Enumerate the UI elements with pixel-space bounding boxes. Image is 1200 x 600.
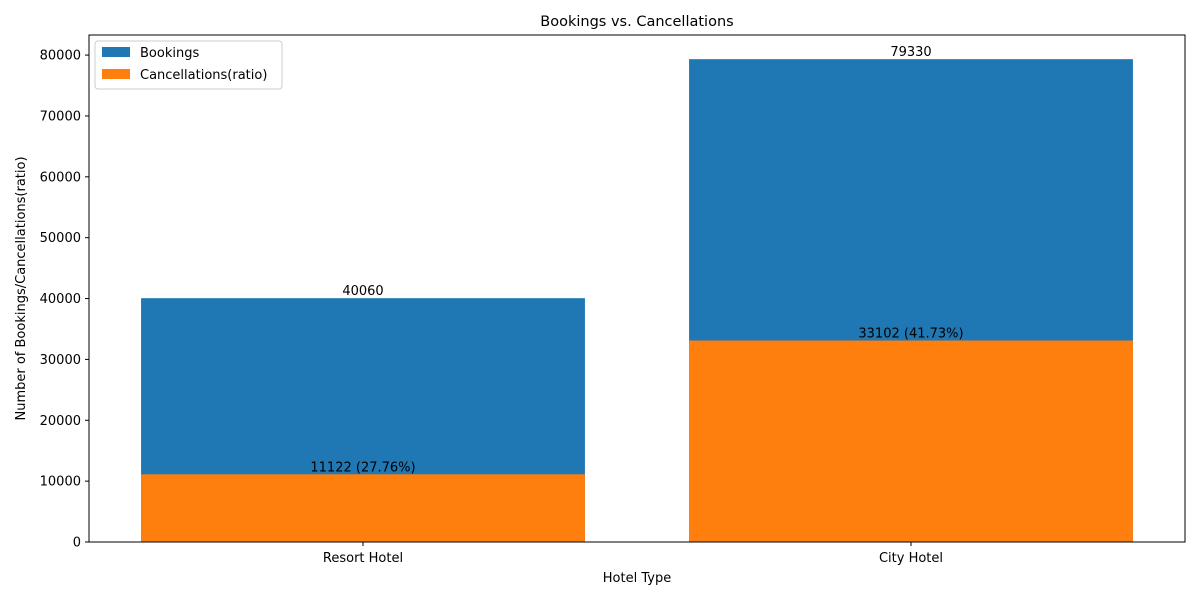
legend-swatch-cancellations	[102, 69, 130, 79]
y-tick-label: 50000	[40, 231, 81, 246]
y-tick-label: 80000	[40, 49, 81, 64]
y-tick-label: 30000	[40, 353, 81, 368]
chart-title: Bookings vs. Cancellations	[540, 14, 733, 30]
bars-layer	[141, 59, 1133, 542]
bar-cancellations-0	[141, 474, 585, 542]
legend-swatch-bookings	[102, 47, 130, 57]
y-tick-label: 40000	[40, 292, 81, 307]
plot-frame	[88, 34, 1186, 543]
y-tick-label: 20000	[40, 414, 81, 429]
y-tick-label: 0	[73, 536, 81, 551]
legend: Bookings Cancellations(ratio)	[94, 40, 283, 90]
legend-box	[94, 40, 283, 90]
y-tick-label: 70000	[40, 109, 81, 124]
bar-label-cancellations-1: 33102 (41.73%)	[858, 327, 963, 342]
x-tick-label: Resort Hotel	[323, 551, 403, 566]
bar-label-cancellations-0: 11122 (27.76%)	[310, 460, 415, 475]
y-axis-ticks: 0 10000 20000 30000 40000 50000 60000 70000 8000…	[40, 49, 89, 551]
legend-label-cancellations: Cancellations(ratio)	[140, 68, 267, 83]
bar-cancellations-1	[689, 340, 1133, 542]
bar-label-bookings-0: 40060	[342, 284, 383, 299]
y-tick-label: 10000	[40, 475, 81, 490]
bar-labels-layer: 40060 79330 11122 (27.76%) 33102 (41.73%)	[310, 45, 963, 475]
y-axis-label: Number of Bookings/Cancellations(ratio)	[14, 156, 29, 420]
x-tick-label: City Hotel	[879, 551, 943, 566]
bar-label-bookings-1: 79330	[890, 45, 931, 60]
x-axis-label: Hotel Type	[603, 571, 671, 586]
x-axis-ticks: Resort Hotel City Hotel	[323, 542, 943, 566]
y-tick-label: 60000	[40, 170, 81, 185]
legend-label-bookings: Bookings	[140, 46, 199, 61]
